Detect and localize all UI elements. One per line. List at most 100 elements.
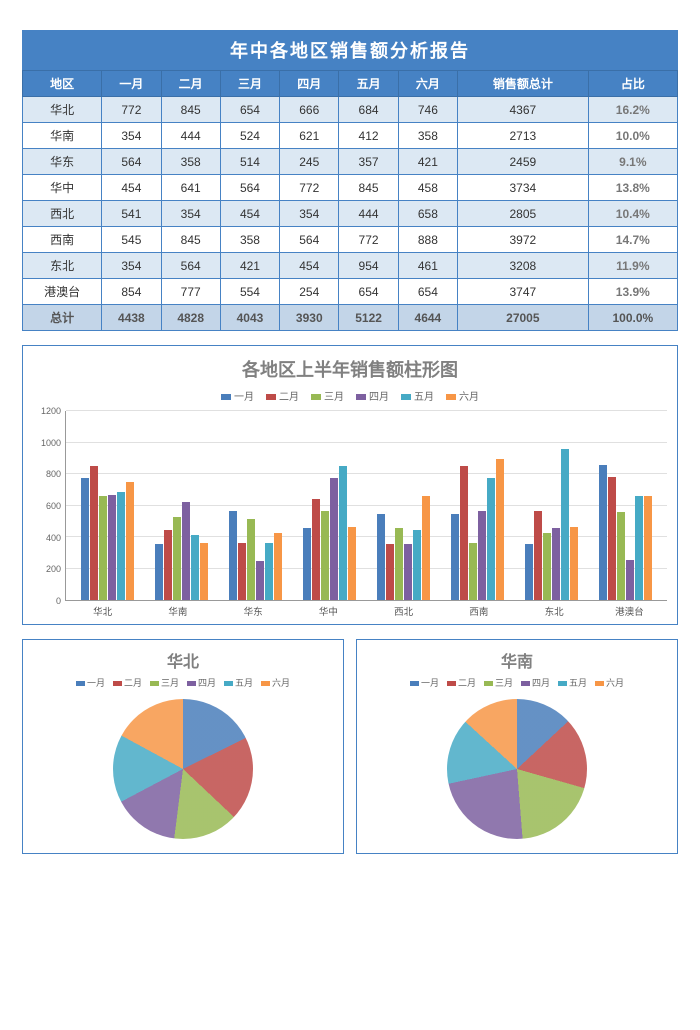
- y-axis: 020040060080010001200: [33, 411, 65, 601]
- cell: 954: [339, 253, 398, 279]
- cell: 641: [161, 175, 220, 201]
- cell: 3972: [458, 227, 589, 253]
- bar: [626, 560, 634, 600]
- x-tick-label: 西南: [441, 601, 516, 618]
- table-total-row: 总计44384828404339305122464427005100.0%: [23, 305, 678, 331]
- bar: [238, 543, 246, 600]
- cell: 684: [339, 97, 398, 123]
- bar-chart: 020040060080010001200: [33, 411, 667, 601]
- bar-group: [144, 502, 218, 600]
- bar: [487, 478, 495, 600]
- cell: 357: [339, 149, 398, 175]
- cell: 845: [339, 175, 398, 201]
- plot-area: [65, 411, 667, 601]
- cell: 777: [161, 279, 220, 305]
- cell: 总计: [23, 305, 102, 331]
- cell: 564: [220, 175, 279, 201]
- col-header: 四月: [280, 71, 339, 97]
- cell: 4828: [161, 305, 220, 331]
- table-row: 华北772845654666684746436716.2%: [23, 97, 678, 123]
- legend-item: 三月: [311, 392, 344, 403]
- col-header: 二月: [161, 71, 220, 97]
- cell: 514: [220, 149, 279, 175]
- bar: [247, 519, 255, 600]
- sales-table: 地区一月二月三月四月五月六月销售额总计占比 华北7728456546666847…: [22, 70, 678, 331]
- table-row: 港澳台854777554254654654374713.9%: [23, 279, 678, 305]
- bar: [469, 543, 477, 600]
- cell: 541: [102, 201, 161, 227]
- cell: 358: [161, 149, 220, 175]
- cell: 444: [339, 201, 398, 227]
- y-tick-label: 0: [56, 596, 61, 606]
- bar: [496, 459, 504, 600]
- cell: 东北: [23, 253, 102, 279]
- cell: 654: [339, 279, 398, 305]
- x-tick-label: 华南: [140, 601, 215, 618]
- cell: 9.1%: [588, 149, 677, 175]
- bar: [274, 533, 282, 600]
- cell: 888: [398, 227, 457, 253]
- pie-title: 华南: [363, 648, 671, 672]
- cell: 772: [280, 175, 339, 201]
- cell: 358: [398, 123, 457, 149]
- cell: 461: [398, 253, 457, 279]
- table-row: 华南354444524621412358271310.0%: [23, 123, 678, 149]
- bar: [173, 517, 181, 600]
- bar-group: [70, 466, 144, 600]
- cell: 西南: [23, 227, 102, 253]
- bar: [191, 535, 199, 600]
- bar: [303, 528, 311, 600]
- bar: [90, 466, 98, 600]
- cell: 564: [102, 149, 161, 175]
- bar: [155, 544, 163, 600]
- cell: 654: [220, 97, 279, 123]
- cell: 10.4%: [588, 201, 677, 227]
- bar: [608, 477, 616, 600]
- cell: 5122: [339, 305, 398, 331]
- col-header: 三月: [220, 71, 279, 97]
- cell: 100.0%: [588, 305, 677, 331]
- bar: [525, 544, 533, 600]
- col-header: 地区: [23, 71, 102, 97]
- legend-item: 一月: [221, 392, 254, 403]
- cell: 27005: [458, 305, 589, 331]
- bar-group: [515, 449, 589, 600]
- bar: [330, 478, 338, 600]
- cell: 4367: [458, 97, 589, 123]
- legend-item: 二月: [266, 392, 299, 403]
- cell: 658: [398, 201, 457, 227]
- legend-item: 六月: [446, 392, 479, 403]
- table-row: 西南545845358564772888397214.7%: [23, 227, 678, 253]
- x-tick-label: 西北: [366, 601, 441, 618]
- bar: [256, 561, 264, 600]
- cell: 3930: [280, 305, 339, 331]
- bar: [377, 514, 385, 600]
- bar: [635, 496, 643, 600]
- bar: [348, 527, 356, 600]
- col-header: 六月: [398, 71, 457, 97]
- bar: [644, 496, 652, 600]
- col-header: 一月: [102, 71, 161, 97]
- cell: 3747: [458, 279, 589, 305]
- cell: 4438: [102, 305, 161, 331]
- bar: [164, 530, 172, 600]
- cell: 2459: [458, 149, 589, 175]
- bar: [570, 527, 578, 600]
- cell: 4043: [220, 305, 279, 331]
- cell: 245: [280, 149, 339, 175]
- bar: [126, 482, 134, 600]
- y-tick-label: 1000: [41, 438, 61, 448]
- pie-chart-container: 华南一月二月三月四月五月六月: [356, 639, 678, 854]
- table-row: 东北354564421454954461320811.9%: [23, 253, 678, 279]
- bar: [229, 511, 237, 600]
- cell: 454: [220, 201, 279, 227]
- cell: 4644: [398, 305, 457, 331]
- bar-chart-title: 各地区上半年销售额柱形图: [33, 356, 667, 382]
- x-tick-label: 华东: [216, 601, 291, 618]
- cell: 354: [280, 201, 339, 227]
- cell: 3208: [458, 253, 589, 279]
- bar: [552, 528, 560, 600]
- cell: 3734: [458, 175, 589, 201]
- x-tick-label: 华中: [291, 601, 366, 618]
- table-row: 华中454641564772845458373413.8%: [23, 175, 678, 201]
